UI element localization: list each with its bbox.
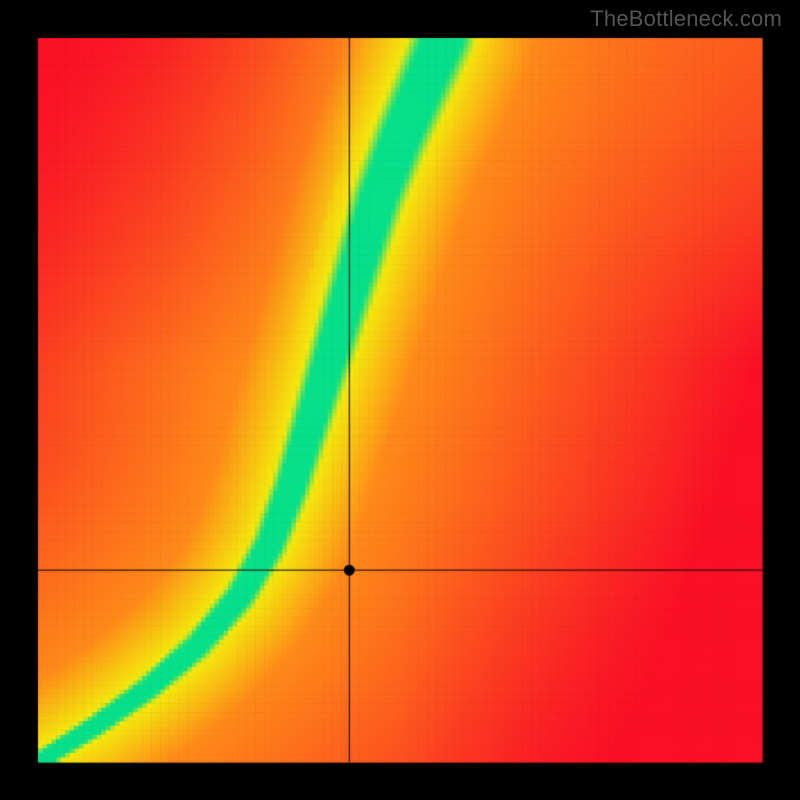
watermark-text: TheBottleneck.com [590, 6, 782, 32]
chart-container: TheBottleneck.com [0, 0, 800, 800]
bottleneck-heatmap-canvas [0, 0, 800, 800]
